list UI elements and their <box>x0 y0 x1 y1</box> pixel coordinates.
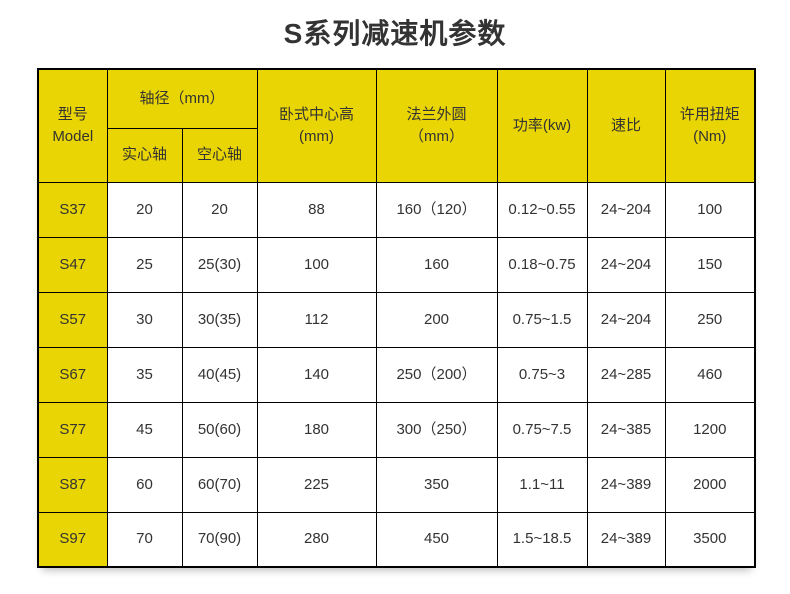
value-cell: 24~204 <box>586 236 666 293</box>
model-cell: S67 <box>37 346 108 403</box>
value-cell: 160 <box>375 236 498 293</box>
value-cell: 140 <box>256 346 377 403</box>
value-cell: 112 <box>256 291 377 348</box>
header-center-height-line1: 卧式中心高 <box>278 106 354 123</box>
value-cell: 200 <box>375 291 498 348</box>
value-cell: 1.5~18.5 <box>496 511 588 568</box>
value-cell: 300（250） <box>375 401 498 458</box>
value-cell: 24~285 <box>586 346 666 403</box>
value-cell: 25(30) <box>181 236 258 293</box>
value-cell: 2000 <box>664 456 756 513</box>
value-cell: 35 <box>106 346 183 403</box>
value-cell: 24~204 <box>586 291 666 348</box>
table-row: S77 45 50(60) 180 300（250） 0.75~7.5 24~385 1200 <box>37 401 756 458</box>
model-cell: S77 <box>37 401 108 458</box>
value-cell: 60 <box>106 456 183 513</box>
reducer-parameters-table: 型号 Model 轴径（mm） 卧式中心高 (mm) 法兰外圆 （mm） 功率(… <box>37 68 756 568</box>
value-cell: 0.12~0.55 <box>496 181 588 238</box>
table-row: S97 70 70(90) 280 450 1.5~18.5 24~389 3500 <box>37 511 756 568</box>
value-cell: 45 <box>106 401 183 458</box>
value-cell: 460 <box>664 346 756 403</box>
value-cell: 70(90) <box>181 511 258 568</box>
header-flange-line2: （mm） <box>409 127 464 145</box>
table-row: S47 25 25(30) 100 160 0.18~0.75 24~204 150 <box>37 236 756 293</box>
value-cell: 100 <box>256 236 377 293</box>
header-model-line1: 型号 <box>57 106 88 123</box>
value-cell: 0.75~7.5 <box>496 401 588 458</box>
value-cell: 20 <box>106 181 183 238</box>
header-flange-line1: 法兰外圆 <box>406 106 467 123</box>
header-allowable-torque: 许用扭矩 (Nm) <box>664 68 756 183</box>
value-cell: 280 <box>256 511 377 568</box>
value-cell: 1.1~11 <box>496 456 588 513</box>
value-cell: 70 <box>106 511 183 568</box>
header-speed-ratio: 速比 <box>586 68 666 183</box>
table-row: S67 35 40(45) 140 250（200） 0.75~3 24~285 460 <box>37 346 756 403</box>
value-cell: 0.18~0.75 <box>496 236 588 293</box>
value-cell: 30(35) <box>181 291 258 348</box>
header-flange-diameter: 法兰外圆 （mm） <box>375 68 498 183</box>
value-cell: 50(60) <box>181 401 258 458</box>
value-cell: 1200 <box>664 401 756 458</box>
value-cell: 20 <box>181 181 258 238</box>
model-cell: S37 <box>37 181 108 238</box>
value-cell: 160（120） <box>375 181 498 238</box>
value-cell: 24~385 <box>586 401 666 458</box>
value-cell: 24~389 <box>586 511 666 568</box>
header-center-height: 卧式中心高 (mm) <box>256 68 377 183</box>
model-cell: S87 <box>37 456 108 513</box>
value-cell: 180 <box>256 401 377 458</box>
header-torque-line2: (Nm) <box>693 127 727 145</box>
value-cell: 450 <box>375 511 498 568</box>
header-solid-shaft: 实心轴 <box>106 127 183 183</box>
header-hollow-shaft: 空心轴 <box>181 127 258 183</box>
value-cell: 30 <box>106 291 183 348</box>
table-row: S87 60 60(70) 225 350 1.1~11 24~389 2000 <box>37 456 756 513</box>
page-title: S系列减速机参数 <box>283 18 507 49</box>
table-row: S57 30 30(35) 112 200 0.75~1.5 24~204 250 <box>37 291 756 348</box>
value-cell: 88 <box>256 181 377 238</box>
value-cell: 24~204 <box>586 181 666 238</box>
value-cell: 250（200） <box>375 346 498 403</box>
value-cell: 24~389 <box>586 456 666 513</box>
value-cell: 0.75~3 <box>496 346 588 403</box>
model-cell: S97 <box>37 511 108 568</box>
value-cell: 350 <box>375 456 498 513</box>
value-cell: 60(70) <box>181 456 258 513</box>
header-model-line2: Model <box>52 127 94 145</box>
header-model: 型号 Model <box>37 68 108 183</box>
table-row: S37 20 20 88 160（120） 0.12~0.55 24~204 100 <box>37 181 756 238</box>
value-cell: 40(45) <box>181 346 258 403</box>
value-cell: 100 <box>664 181 756 238</box>
value-cell: 150 <box>664 236 756 293</box>
header-torque-line1: 许用扭矩 <box>679 106 740 123</box>
model-cell: S47 <box>37 236 108 293</box>
value-cell: 25 <box>106 236 183 293</box>
value-cell: 250 <box>664 291 756 348</box>
value-cell: 0.75~1.5 <box>496 291 588 348</box>
model-cell: S57 <box>37 291 108 348</box>
header-shaft-diameter-group: 轴径（mm） <box>106 68 258 129</box>
header-power: 功率(kw) <box>496 68 588 183</box>
table-body: S37 20 20 88 160（120） 0.12~0.55 24~204 100 S47 25… <box>37 181 756 568</box>
value-cell: 225 <box>256 456 377 513</box>
table-header: 型号 Model 轴径（mm） 卧式中心高 (mm) 法兰外圆 （mm） 功率(… <box>37 68 756 183</box>
value-cell: 3500 <box>664 511 756 568</box>
header-center-height-line2: (mm) <box>299 127 334 145</box>
